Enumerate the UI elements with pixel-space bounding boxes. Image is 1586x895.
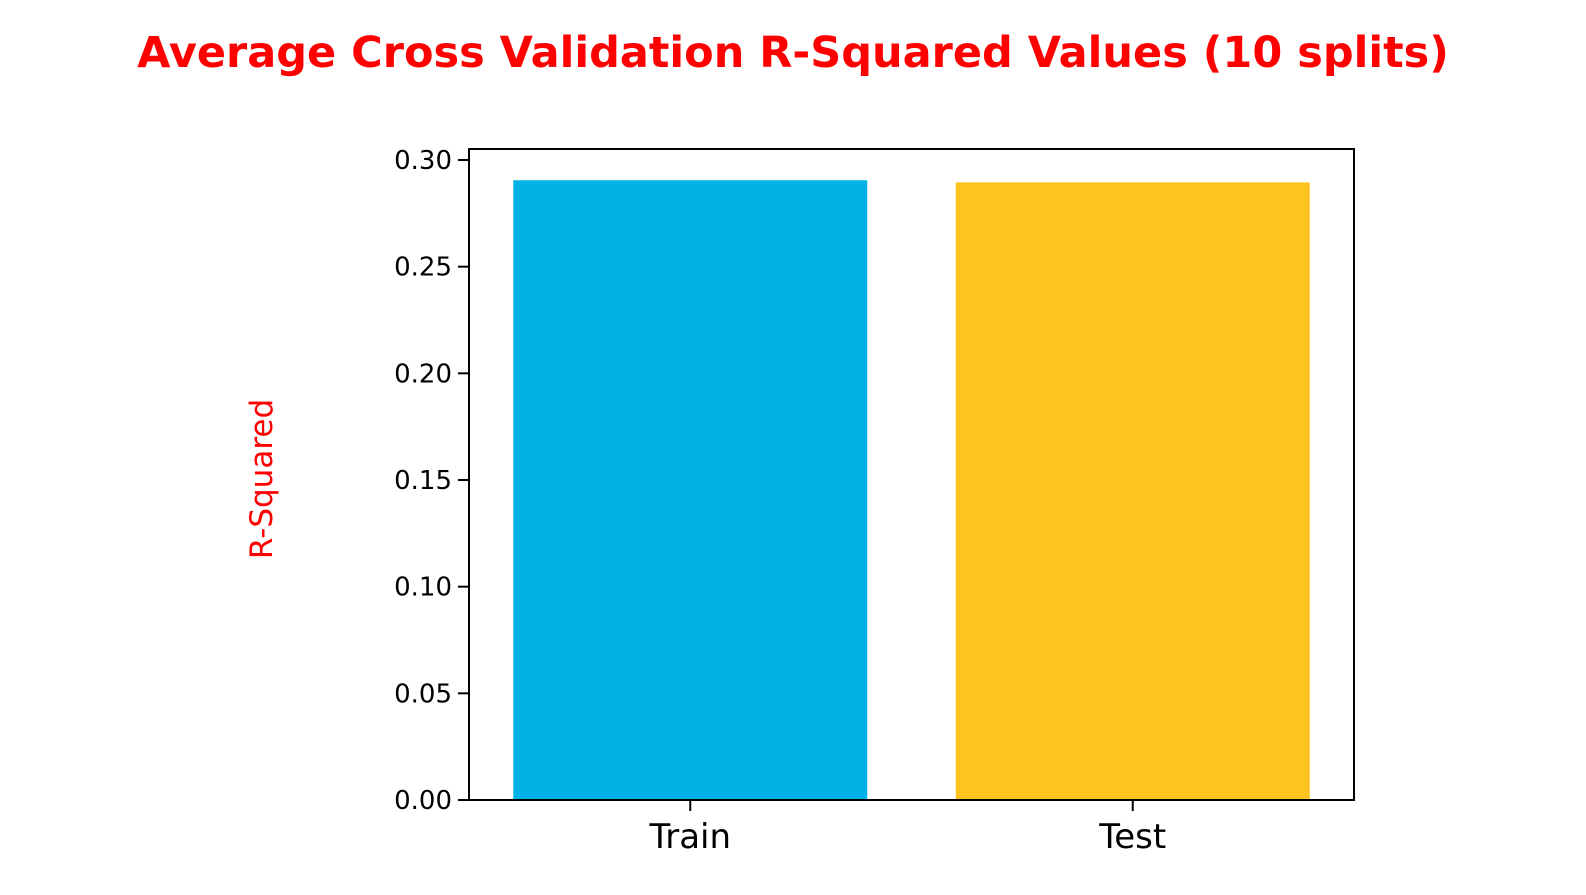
chart-title: Average Cross Validation R-Squared Value… [137, 28, 1449, 78]
y-tick-label: 0.00 [394, 786, 452, 816]
y-tick-label: 0.30 [394, 146, 452, 176]
y-axis-label: R-Squared [244, 399, 280, 559]
y-tick-label: 0.15 [394, 466, 452, 496]
ticks-layer: Train Test 0.00 0.05 0.10 0.15 0.20 0.25 0.30 [394, 146, 1166, 857]
y-tick-label: 0.25 [394, 253, 452, 283]
bar-train [513, 180, 868, 800]
plot-frame [468, 148, 1355, 801]
y-tick-label: 0.10 [394, 573, 452, 603]
y-tick-label: 0.05 [394, 679, 452, 709]
bar-test [955, 182, 1310, 800]
x-tick-label-train: Train [648, 817, 731, 857]
x-tick-label-test: Test [1098, 817, 1166, 857]
y-tick-label: 0.20 [394, 359, 452, 389]
bars-layer [513, 180, 1310, 800]
